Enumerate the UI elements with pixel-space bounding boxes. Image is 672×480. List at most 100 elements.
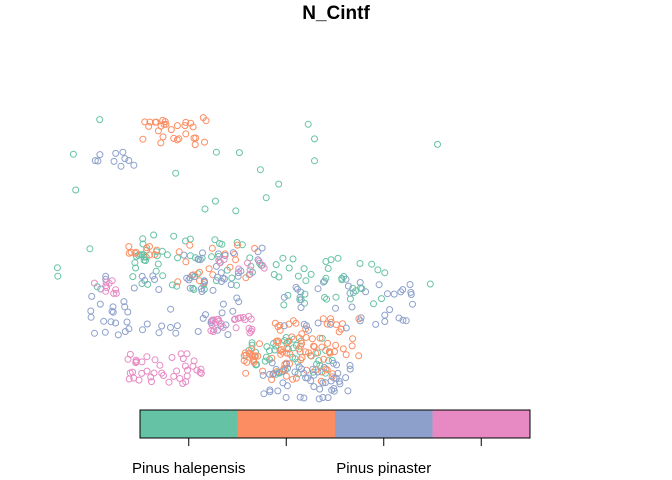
data-point — [125, 249, 133, 257]
data-point — [280, 293, 288, 301]
data-point — [263, 343, 271, 351]
data-point — [332, 341, 340, 349]
data-point — [173, 322, 181, 330]
data-point — [266, 388, 274, 396]
data-point — [177, 350, 185, 358]
data-point — [145, 122, 153, 130]
data-point — [378, 295, 385, 303]
data-point — [120, 298, 128, 306]
data-point — [282, 372, 290, 380]
data-point — [172, 329, 180, 337]
data-point — [168, 354, 176, 361]
data-point — [406, 281, 414, 288]
data-point — [199, 249, 206, 257]
data-point — [197, 369, 205, 377]
data-point — [190, 286, 198, 293]
data-point — [228, 274, 236, 282]
data-point — [182, 130, 190, 138]
data-point — [172, 169, 180, 177]
data-point — [87, 307, 95, 315]
data-point — [154, 127, 162, 135]
data-point — [216, 259, 224, 267]
data-point — [407, 288, 415, 296]
data-point — [294, 272, 302, 280]
data-point — [270, 370, 278, 378]
data-point — [186, 252, 194, 260]
data-point — [262, 194, 270, 202]
legend-label: Pinus halepensis — [132, 460, 246, 477]
data-point — [139, 135, 147, 143]
data-point — [248, 341, 256, 349]
data-point — [130, 161, 138, 169]
data-point — [320, 278, 327, 286]
data-point — [233, 294, 241, 302]
data-point — [282, 394, 290, 401]
data-point — [214, 273, 221, 281]
data-point — [335, 328, 343, 336]
data-point — [276, 347, 284, 355]
data-point — [96, 116, 104, 124]
legend-swatch — [140, 410, 238, 438]
data-point — [284, 291, 292, 299]
data-point — [129, 273, 137, 281]
data-point — [54, 272, 62, 280]
data-point — [285, 320, 293, 328]
data-point — [284, 364, 292, 372]
data-point — [147, 373, 155, 381]
data-point — [311, 157, 318, 165]
data-point — [138, 358, 146, 366]
data-point — [284, 338, 292, 346]
data-point — [271, 346, 279, 354]
data-point — [194, 255, 202, 263]
data-point — [183, 372, 191, 380]
data-point — [294, 285, 301, 293]
data-point — [319, 379, 327, 387]
data-point — [215, 250, 222, 258]
legend-swatch — [432, 410, 530, 438]
data-point — [355, 352, 363, 360]
data-point — [317, 377, 325, 385]
data-point — [402, 317, 410, 325]
data-point — [187, 119, 195, 127]
data-point — [316, 361, 324, 369]
data-point — [173, 367, 181, 375]
data-point — [374, 266, 382, 274]
data-point — [221, 252, 229, 259]
data-point — [212, 148, 220, 156]
data-point — [256, 166, 264, 174]
data-point — [132, 248, 140, 256]
data-point — [139, 326, 146, 334]
legend-swatch — [237, 410, 335, 438]
data-point — [232, 207, 240, 215]
data-point — [349, 335, 357, 343]
data-point — [135, 376, 143, 384]
data-point — [325, 348, 333, 356]
data-point — [310, 342, 318, 350]
data-point — [110, 289, 118, 297]
data-point — [318, 343, 326, 351]
data-point — [315, 395, 323, 403]
data-point — [180, 251, 188, 259]
data-point — [409, 300, 416, 308]
data-point — [348, 342, 356, 350]
data-point — [316, 385, 324, 393]
data-point — [182, 118, 190, 126]
data-point — [96, 151, 104, 159]
data-point — [234, 241, 241, 249]
data-point — [173, 136, 181, 144]
data-point — [342, 324, 350, 332]
data-point — [182, 258, 190, 266]
data-point — [176, 375, 184, 382]
data-point — [246, 329, 254, 337]
data-point — [331, 348, 338, 356]
data-point — [256, 340, 263, 348]
data-point — [189, 284, 197, 292]
data-point — [362, 288, 370, 296]
data-point — [320, 363, 328, 371]
data-point — [146, 251, 153, 259]
data-point — [247, 327, 255, 335]
data-point — [342, 351, 350, 359]
data-point — [356, 260, 364, 267]
data-point — [193, 366, 201, 374]
